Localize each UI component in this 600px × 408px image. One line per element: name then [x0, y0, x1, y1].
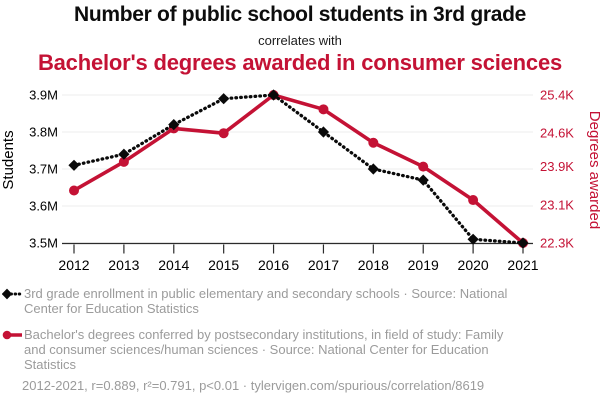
data-point-circle — [468, 195, 479, 206]
data-point-circle — [368, 137, 379, 148]
svg-text:23.1K: 23.1K — [540, 197, 574, 212]
x-axis-tick-labels: 2012 2013 2014 2015 2016 2017 2018 2019 2020 2021 — [58, 257, 538, 273]
x-axis — [62, 242, 533, 254]
black-diamond-dotted-line-icon — [2, 288, 22, 300]
svg-text:2018: 2018 — [358, 257, 389, 273]
data-point-diamond — [317, 126, 330, 138]
data-point-diamond — [218, 93, 230, 105]
data-point-circle — [69, 185, 79, 196]
svg-text:3.5M: 3.5M — [29, 236, 58, 251]
legend-item-degrees: Bachelor's degrees conferred by postseco… — [2, 327, 558, 372]
data-point-diamond — [267, 89, 280, 101]
data-point-circle — [118, 156, 129, 167]
svg-text:25.4K: 25.4K — [540, 88, 574, 103]
left-axis-title: Students — [0, 130, 17, 189]
svg-text:2021: 2021 — [507, 257, 538, 273]
legend-text-enrollment: 3rd grade enrollment in public elementar… — [24, 286, 508, 316]
data-point-diamond — [467, 233, 479, 245]
svg-text:2014: 2014 — [158, 257, 189, 273]
svg-text:2016: 2016 — [258, 257, 289, 273]
gridlines — [62, 94, 533, 244]
svg-text:3.8M: 3.8M — [29, 125, 58, 140]
data-point-circle — [318, 104, 329, 115]
legend: 3rd grade enrollment in public elementar… — [2, 286, 558, 383]
legend-text-degrees: Bachelor's degrees conferred by postseco… — [24, 327, 504, 372]
data-point-diamond — [68, 159, 80, 171]
red-circle-solid-line-icon — [2, 330, 22, 340]
data-point-circle — [418, 161, 429, 172]
secondary-title: Bachelor's degrees awarded in consumer s… — [37, 50, 563, 75]
left-axis-labels: 3.9M 3.8M 3.7M 3.6M 3.5M — [29, 88, 58, 251]
data-point-circle — [218, 128, 229, 139]
data-point-diamond — [517, 237, 529, 249]
stats-and-source-url: 2012-2021, r=0.889, r²=0.791, p<0.01 · t… — [22, 378, 485, 393]
svg-text:2019: 2019 — [408, 257, 439, 273]
data-point-diamond — [168, 119, 180, 131]
svg-text:2015: 2015 — [208, 257, 239, 273]
right-axis-labels: 25.4K 24.6K 23.9K 23.1K 22.3K — [540, 88, 574, 251]
data-point-diamond — [417, 174, 429, 186]
svg-text:2012: 2012 — [58, 257, 89, 273]
svg-text:22.3K: 22.3K — [540, 236, 574, 251]
svg-text:3.9M: 3.9M — [29, 88, 58, 103]
svg-text:24.6K: 24.6K — [540, 126, 574, 141]
enrollment-series — [68, 89, 529, 249]
legend-item-enrollment: 3rd grade enrollment in public elementar… — [2, 286, 558, 316]
svg-text:2013: 2013 — [108, 257, 139, 273]
svg-text:2017: 2017 — [308, 257, 339, 273]
svg-text:2020: 2020 — [458, 257, 489, 273]
page-title: Number of public school students in 3rd … — [73, 3, 527, 26]
right-axis-title: Degrees awarded — [586, 111, 600, 229]
data-point-diamond — [118, 148, 130, 160]
svg-text:23.9K: 23.9K — [540, 159, 574, 174]
svg-text:3.7M: 3.7M — [29, 162, 58, 177]
correlation-line-chart: 2012 2013 2014 2015 2016 2017 2018 2019 2020 2021… — [0, 88, 600, 274]
data-point-diamond — [367, 163, 379, 175]
svg-text:3.6M: 3.6M — [29, 199, 58, 214]
correlates-with-label: correlates with — [258, 33, 342, 48]
